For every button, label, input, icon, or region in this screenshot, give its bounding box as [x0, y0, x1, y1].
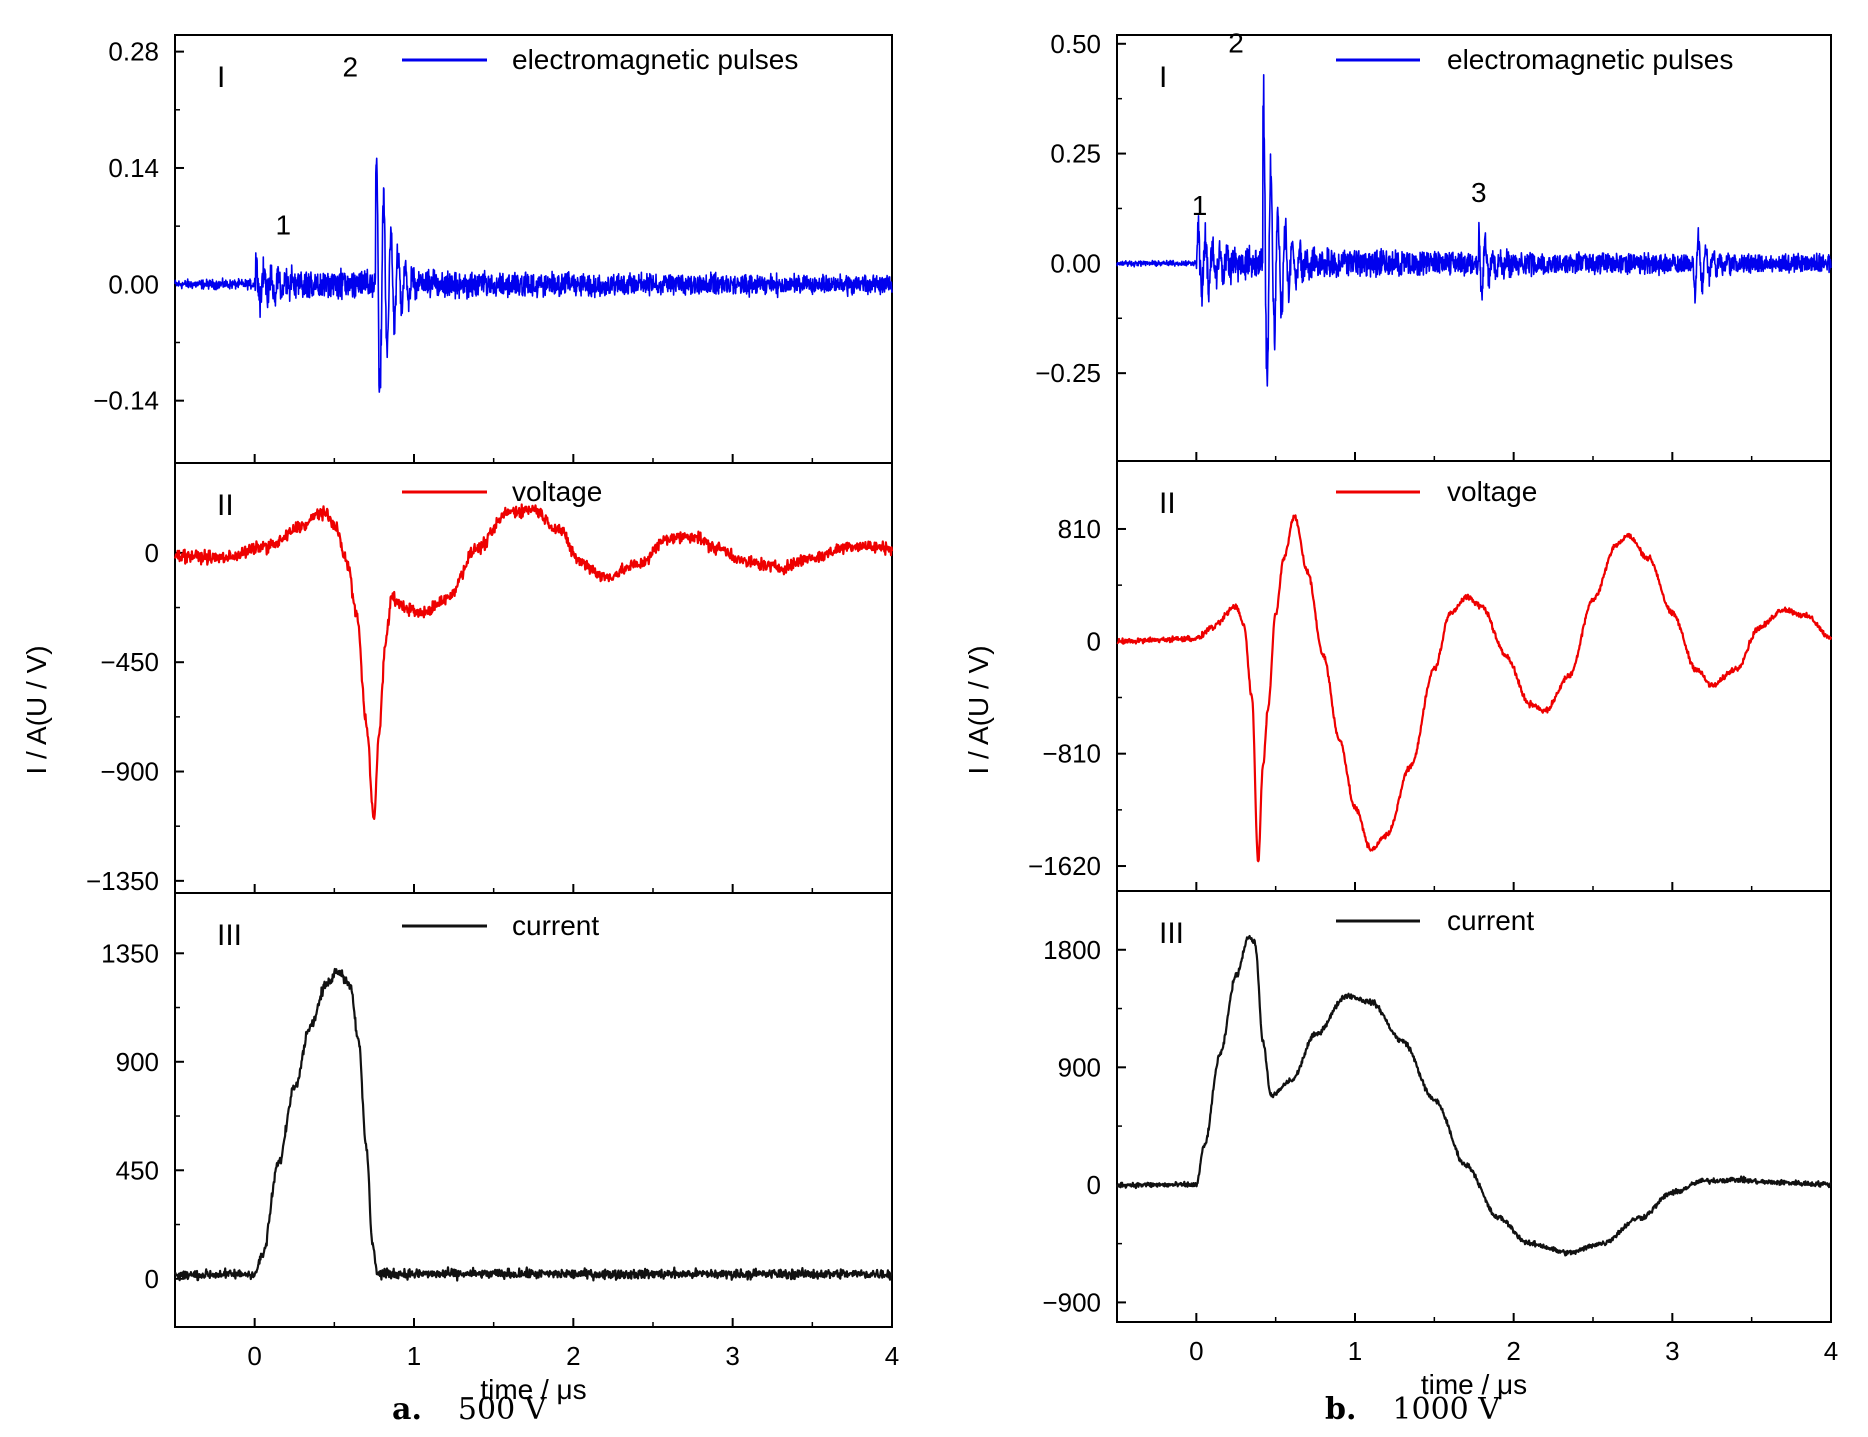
subplot-b-2: 810 0 −810 −1620 II voltage [1028, 460, 1833, 892]
subplot-numeral: I [1159, 61, 1167, 94]
plot-frame [1116, 890, 1832, 1323]
legend-label: current [512, 910, 599, 941]
y-tick-label: 810 [1058, 514, 1101, 544]
x-tick-label: 4 [885, 1341, 899, 1371]
y-tick-label: 0.50 [1050, 29, 1101, 59]
y-tick-label: −810 [1042, 739, 1101, 769]
subplot-b-3: 1800 900 0 −900 III current [1042, 890, 1832, 1323]
x-axis-label: time / μs [1421, 1369, 1527, 1400]
y-tick-label: −900 [100, 757, 159, 787]
y-tick-label: 450 [116, 1155, 159, 1185]
y-tick-label: 1350 [101, 938, 159, 968]
subplot-numeral: III [1159, 917, 1184, 950]
caption-a: a. 500 V [392, 1392, 546, 1427]
x-tick-label: 3 [1665, 1336, 1679, 1366]
legend-label: voltage [1447, 476, 1537, 507]
caption-b: b. 1000 V [1325, 1392, 1500, 1427]
y-tick-label: 1800 [1043, 935, 1101, 965]
x-axis-label: time / μs [480, 1374, 586, 1405]
y-tick-label: −1350 [86, 866, 159, 896]
y-tick-label: 900 [116, 1047, 159, 1077]
y-tick-label: 0 [145, 538, 159, 568]
y-axis-label: I / A(U / V) [963, 645, 994, 774]
y-tick-label: −900 [1042, 1287, 1101, 1317]
peak-annotation: 2 [342, 52, 358, 83]
caption-b-letter: b. [1325, 1392, 1357, 1427]
plot-frame [174, 462, 893, 894]
legend-label: electromagnetic pulses [1447, 44, 1733, 75]
x-tick-label: 3 [725, 1341, 739, 1371]
caption-a-letter: a. [392, 1392, 422, 1427]
x-tick-label: 2 [1506, 1336, 1520, 1366]
series-line-electromagnetic-pulses [1116, 74, 1832, 387]
caption-a-text: 500 V [457, 1392, 547, 1427]
peak-annotation: 3 [1471, 177, 1487, 208]
y-tick-label: −0.14 [93, 386, 159, 416]
peak-annotation: 2 [1228, 28, 1244, 59]
legend-label: current [1447, 905, 1534, 936]
y-axis-label: I / A(U / V) [21, 645, 52, 774]
y-tick-label: 0.25 [1050, 139, 1101, 169]
caption-b-text: 1000 V [1392, 1392, 1500, 1427]
peak-annotation: 1 [276, 209, 292, 240]
peak-annotation: 1 [1192, 190, 1208, 221]
y-tick-label: −1620 [1028, 851, 1101, 881]
x-tick-label: 1 [407, 1341, 421, 1371]
x-tick-label: 4 [1824, 1336, 1838, 1366]
subplot-a-2: 0 −450 −900 −1350 II voltage [86, 462, 894, 896]
plot-frame [1116, 34, 1832, 462]
subplot-numeral: I [217, 61, 225, 94]
legend-label: voltage [512, 476, 602, 507]
plot-frame [174, 34, 893, 464]
series-line-current [173, 967, 893, 1282]
y-tick-label: 0.28 [108, 37, 159, 67]
x-tick-label: 0 [1189, 1336, 1203, 1366]
y-tick-label: 0.14 [108, 153, 159, 183]
subplot-numeral: III [217, 919, 242, 952]
legend-label: electromagnetic pulses [512, 44, 798, 75]
subplot-a-3: 1350 900 450 0 III current [101, 892, 893, 1328]
y-tick-label: 0.00 [1050, 248, 1101, 278]
y-tick-label: −0.25 [1035, 358, 1101, 388]
x-tick-label: 1 [1348, 1336, 1362, 1366]
series-line-current [1115, 934, 1832, 1257]
x-tick-label: 2 [566, 1341, 580, 1371]
series-line-voltage [1116, 514, 1833, 863]
subplot-numeral: II [217, 489, 234, 522]
y-tick-label: 0.00 [108, 269, 159, 299]
y-tick-label: 0 [1087, 626, 1101, 656]
series-line-voltage [173, 503, 894, 820]
x-tick-label: 0 [247, 1341, 261, 1371]
series-line-electromagnetic-pulses [174, 157, 893, 393]
y-tick-label: 0 [145, 1264, 159, 1294]
subplot-numeral: II [1159, 487, 1176, 520]
y-tick-label: −450 [100, 647, 159, 677]
y-tick-label: 900 [1058, 1052, 1101, 1082]
plot-frame [174, 892, 893, 1328]
y-tick-label: 0 [1087, 1170, 1101, 1200]
